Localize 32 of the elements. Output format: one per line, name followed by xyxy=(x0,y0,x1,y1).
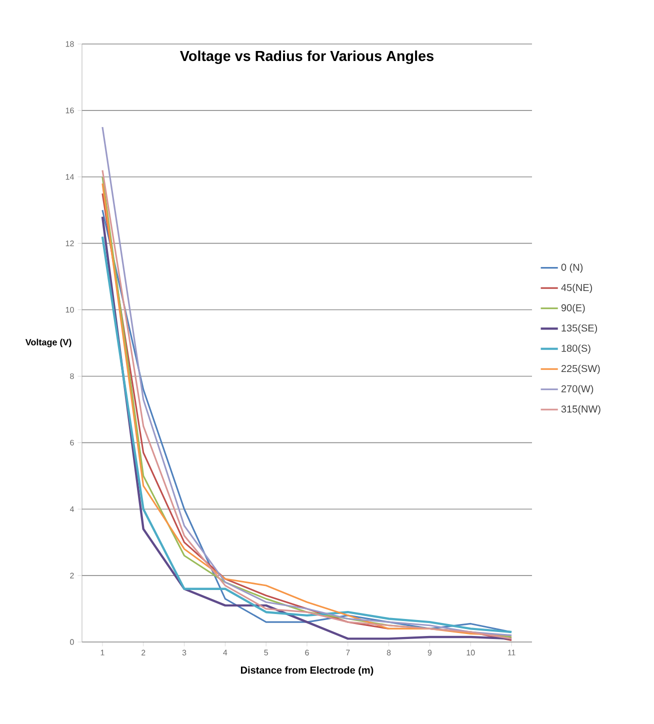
y-tick-label: 0 xyxy=(70,639,74,645)
x-tick-label: 11 xyxy=(508,650,516,656)
y-tick-label: 8 xyxy=(70,373,74,380)
x-tick-label: 9 xyxy=(428,650,432,656)
legend-label: 45(NE) xyxy=(561,284,592,294)
legend-label: 90(E) xyxy=(561,304,585,314)
x-tick-label: 5 xyxy=(264,650,268,656)
y-tick-label: 10 xyxy=(66,306,74,313)
y-tick-label: 4 xyxy=(70,506,74,512)
x-tick-label: 6 xyxy=(305,650,309,656)
legend-label: 135(SE) xyxy=(562,324,598,334)
y-tick-label: 2 xyxy=(70,572,74,578)
legend-label: 0 (N) xyxy=(561,263,583,273)
x-tick-label: 2 xyxy=(142,650,146,656)
x-tick-label: 10 xyxy=(466,650,475,656)
x-tick-label: 7 xyxy=(346,650,350,656)
legend-label: 225(SW) xyxy=(561,364,600,374)
legend-label: 270(W) xyxy=(561,384,594,394)
y-tick-label: 16 xyxy=(66,108,74,114)
y-tick-label: 14 xyxy=(66,174,74,180)
y-tick-label: 18 xyxy=(66,41,74,47)
x-axis-title: Distance from Electrode (m) xyxy=(240,666,374,676)
x-tick-label: 8 xyxy=(386,650,391,656)
x-tick-label: 1 xyxy=(100,650,104,656)
chart-title: Voltage vs Radius for Various Angles xyxy=(180,50,434,64)
legend-label: 180(S) xyxy=(562,344,590,354)
y-tick-label: 6 xyxy=(70,440,74,446)
x-tick-label: 4 xyxy=(223,650,228,656)
x-tick-label: 3 xyxy=(182,650,186,656)
legend-label: 315(NW) xyxy=(561,405,600,415)
y-tick-label: 12 xyxy=(66,240,74,246)
y-axis-title: Voltage (V) xyxy=(25,338,72,348)
